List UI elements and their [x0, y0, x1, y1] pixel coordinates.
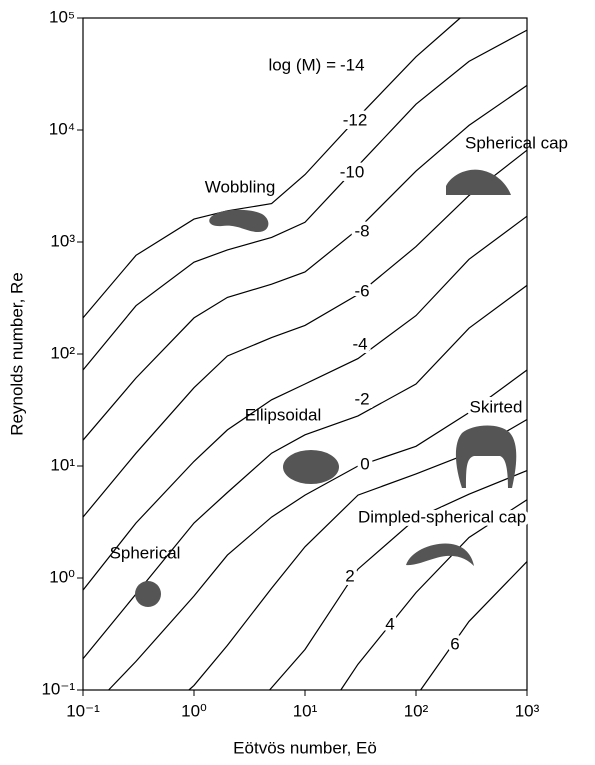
skirted-shape [455, 425, 517, 488]
curve-label-prefix: log (M) = [268, 55, 336, 74]
curve-label: -6 [354, 281, 369, 300]
curve-label: -8 [354, 221, 369, 240]
curve-label: -4 [352, 334, 367, 353]
x-tick-label: 10¹ [293, 701, 318, 720]
annotation: Spherical [110, 543, 181, 562]
x-axis-title: Eötvös number, Eö [233, 738, 377, 757]
annotation: Dimpled-spherical cap [358, 507, 526, 526]
annotation: Wobbling [205, 177, 276, 196]
curve-label: 2 [345, 566, 354, 585]
bubble-shapes [135, 169, 517, 607]
annotation: Skirted [470, 397, 523, 416]
contour-line [340, 499, 528, 691]
curve-label: 4 [385, 614, 394, 633]
curves [82, 17, 528, 691]
contour-line [188, 418, 528, 691]
curve-label: -2 [354, 389, 369, 408]
contour-line [420, 561, 528, 691]
ellipsoidal-shape [283, 450, 339, 484]
y-tick-label: 10¹ [50, 455, 75, 474]
curve-label: -10 [340, 162, 365, 181]
curve-label: -14 [340, 55, 365, 74]
spherical-shape [135, 581, 161, 607]
contour-line [82, 84, 528, 441]
contour-line [82, 215, 528, 591]
y-tick-label: 10⁻¹ [41, 679, 75, 698]
contour-line [269, 470, 528, 691]
dimpled-cap-shape [406, 543, 474, 566]
x-tick-label: 10² [404, 701, 429, 720]
y-tick-label: 10⁰ [49, 567, 75, 586]
annotation: Spherical cap [465, 133, 568, 152]
curve-label: -12 [343, 110, 368, 129]
y-tick-label: 10⁵ [49, 7, 75, 26]
x-tick-label: 10⁻¹ [66, 701, 100, 720]
contour-line [108, 369, 528, 691]
y-tick-label: 10² [50, 343, 75, 362]
contour-line [82, 17, 461, 319]
x-tick-label: 10³ [515, 701, 540, 720]
curve-label: 6 [450, 634, 459, 653]
contour-line [82, 149, 528, 518]
contour-line [82, 29, 528, 371]
y-tick-label: 10⁴ [49, 119, 75, 138]
wobbling-shape [209, 209, 269, 232]
spherical-cap-shape [446, 169, 511, 195]
y-tick-label: 10³ [50, 231, 75, 250]
x-tick-label: 10⁰ [181, 701, 207, 720]
contour-line [82, 284, 528, 660]
annotation: Ellipsoidal [245, 405, 322, 424]
curve-label: 0 [360, 454, 369, 473]
y-axis-title: Reynolds number, Re [7, 272, 26, 435]
